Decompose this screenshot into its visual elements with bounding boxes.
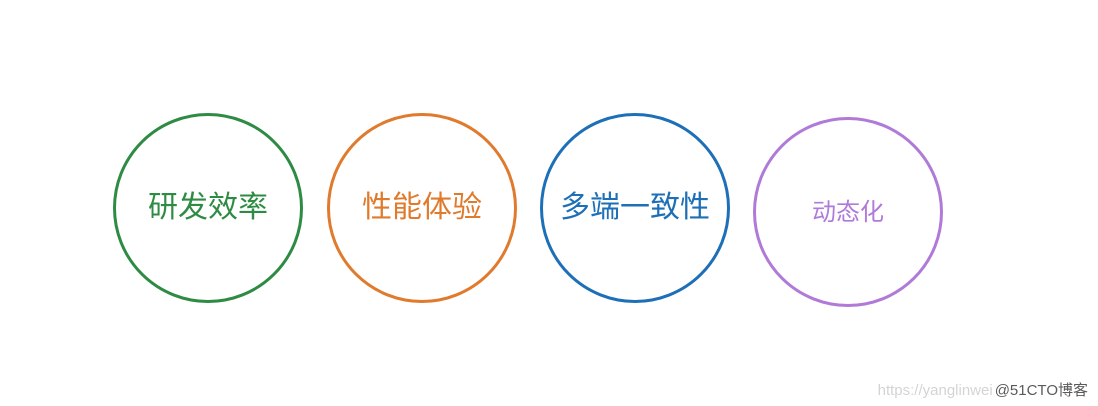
circle-label-dynamic: 动态化 — [812, 198, 884, 226]
circle-performance-experience: 性能体验 — [327, 113, 517, 303]
circle-research-efficiency: 研发效率 — [113, 113, 303, 303]
circle-dynamic: 动态化 — [753, 117, 943, 307]
circle-label-multi-platform-consistency: 多端一致性 — [560, 190, 710, 225]
watermark-site: @51CTO博客 — [994, 382, 1088, 399]
circle-label-research-efficiency: 研发效率 — [148, 190, 268, 225]
circle-multi-platform-consistency: 多端一致性 — [540, 113, 730, 303]
watermark: https://yanglinwei @51CTO博客 — [878, 379, 1088, 400]
watermark-url: https://yanglinwei — [877, 382, 993, 399]
circle-label-performance-experience: 性能体验 — [362, 190, 482, 225]
